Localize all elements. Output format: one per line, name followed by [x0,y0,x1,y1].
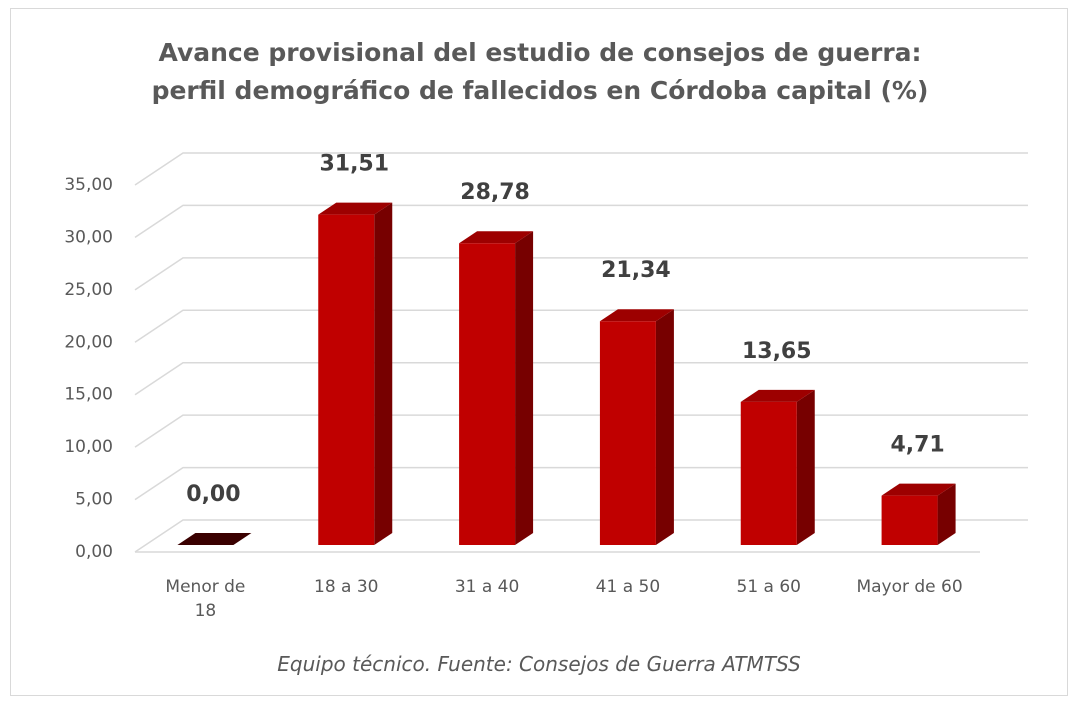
bar-top [318,202,393,215]
grid-line [134,309,1028,343]
bar [881,483,956,545]
bar [318,202,393,545]
grid-line [134,204,1028,239]
y-tick-label: 35,00 [64,175,113,195]
grid-line [134,152,1028,186]
y-tick-label: 5,00 [75,490,113,510]
bar-front [881,495,938,545]
data-label: 4,71 [890,433,944,458]
x-tick-label: 31 a 40 [454,577,520,597]
y-tick-label: 15,00 [64,385,113,405]
y-tick-label: 25,00 [64,280,113,300]
grid-line [134,257,1028,291]
bar [459,231,534,546]
bar [177,533,252,545]
chart-frame [10,8,1068,696]
bar-side [374,202,393,545]
y-tick-label: 10,00 [64,437,113,457]
bar-top [881,483,956,496]
data-label: 31,51 [319,152,389,177]
x-tick-label: 41 a 50 [595,577,661,597]
grid-line [134,361,1028,396]
bar [599,309,674,545]
bar-top [740,389,815,402]
bar [740,389,815,545]
bar-front [459,243,516,546]
data-label: 0,00 [186,482,240,507]
bar-side [796,389,815,545]
x-tick-label: 51 a 60 [736,577,802,597]
x-tick-label: Menor de 18 [165,577,246,621]
caption: Equipo técnico. Fuente: Consejos de Guer… [277,652,801,676]
data-label: 21,34 [601,258,671,283]
bar-side [655,309,674,545]
x-tick-label: 18 a 30 [314,577,379,597]
bar-side [515,231,534,546]
bar-top [459,231,534,244]
data-label: 28,78 [460,180,530,205]
x-tick-label: Mayor de 60 [856,577,963,597]
y-tick-label: 0,00 [75,542,113,562]
y-tick-label: 30,00 [64,227,113,247]
bar-front [318,214,375,545]
bar-side [937,483,956,545]
bar-top [599,309,674,322]
bar-flat [177,533,252,545]
y-tick-label: 20,00 [64,332,113,352]
data-label: 13,65 [742,339,812,364]
chart-title: Avance provisional del estudio de consej… [151,38,929,105]
bar-front [599,321,656,545]
bar-front [740,401,797,545]
